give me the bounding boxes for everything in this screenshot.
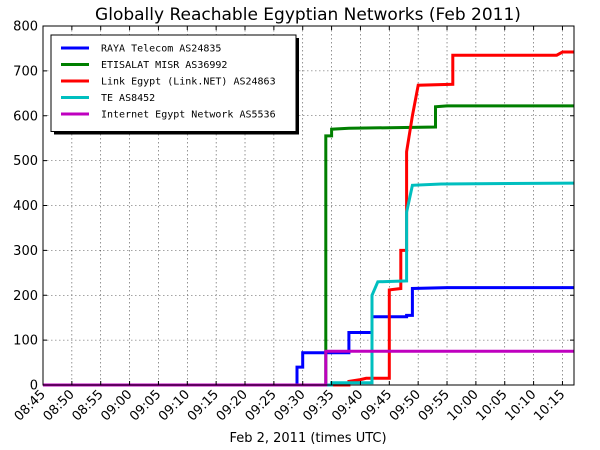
y-tick-label: 300 <box>13 244 38 259</box>
legend-entry-label: ETISALAT MISR AS36992 <box>101 60 227 71</box>
x-tick-label: 09:25 <box>243 387 280 424</box>
x-tick-label: 09:30 <box>271 387 308 424</box>
x-tick-label: 09:10 <box>156 387 193 424</box>
series-line-5 <box>43 349 574 387</box>
y-tick-label: 600 <box>13 109 38 124</box>
legend-box <box>50 34 297 132</box>
y-tick-label: 0 <box>30 379 38 394</box>
x-tick-label: 10:15 <box>531 387 568 424</box>
x-tick-label: 09:35 <box>300 387 337 424</box>
y-tick-label: 200 <box>13 289 38 304</box>
series-line-2 <box>43 104 574 387</box>
x-tick-label: 10:00 <box>445 387 482 424</box>
y-tick-label: 400 <box>13 199 38 214</box>
x-axis-label: Feb 2, 2011 (times UTC) <box>229 431 386 446</box>
x-tick-label: 10:05 <box>473 387 510 424</box>
x-tick-label: 09:55 <box>416 387 453 424</box>
y-tick-label: 800 <box>13 20 38 35</box>
x-tick-label: 08:50 <box>41 387 78 424</box>
y-tick-label: 500 <box>13 154 38 169</box>
x-tick-label: 09:05 <box>127 387 164 424</box>
series-line-1 <box>43 286 574 387</box>
legend-entry-label: RAYA Telecom AS24835 <box>101 44 221 55</box>
x-tick-label: 08:55 <box>69 387 106 424</box>
x-tick-label: 09:50 <box>387 387 424 424</box>
x-tick-label: 09:00 <box>98 387 135 424</box>
legend: RAYA Telecom AS24835 ETISALAT MISR AS3699… <box>50 34 299 135</box>
x-tick-label: 09:45 <box>358 387 395 424</box>
x-tick-label: 09:20 <box>214 387 251 424</box>
legend-entry-label: TE AS8452 <box>101 93 155 104</box>
x-tick-label: 10:10 <box>502 387 539 424</box>
chart-title: Globally Reachable Egyptian Networks (Fe… <box>95 5 521 25</box>
legend-entry-label: Link Egypt (Link.NET) AS24863 <box>101 77 276 88</box>
series-line-4 <box>43 181 575 387</box>
x-tick-label: 09:40 <box>329 387 366 424</box>
x-tick-label: 09:15 <box>185 387 222 424</box>
legend-entry-label: Internet Egypt Network AS5536 <box>101 110 276 121</box>
series-line-3 <box>43 50 574 387</box>
y-tick-label: 100 <box>13 334 38 349</box>
y-tick-label: 700 <box>13 64 38 79</box>
